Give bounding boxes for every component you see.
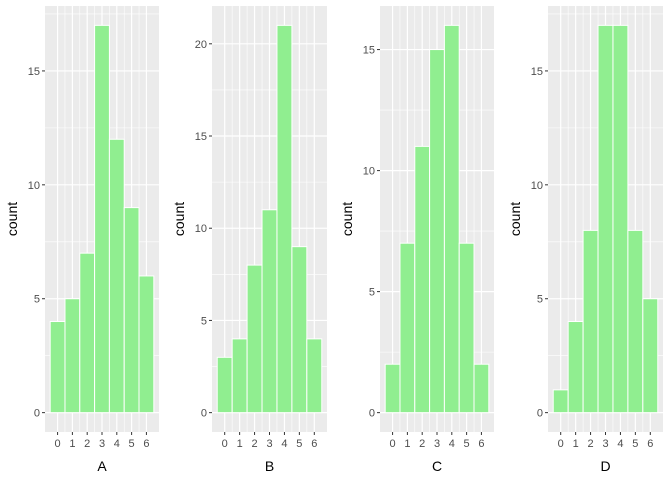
x-axis-title: D <box>600 458 610 474</box>
x-tick-label: 6 <box>647 438 653 450</box>
x-tick-label: 0 <box>390 438 396 450</box>
x-tick-label: 1 <box>237 438 243 450</box>
y-tick-label: 15 <box>28 66 40 78</box>
bar-0 <box>384 363 401 414</box>
y-tick-label: 20 <box>195 39 207 51</box>
x-tick-label: 5 <box>296 438 302 450</box>
x-tick-label: 3 <box>99 438 105 450</box>
y-tick-label: 0 <box>537 408 543 420</box>
bar-5 <box>123 207 140 414</box>
x-tick-label: 2 <box>419 438 425 450</box>
y-tick-label: 10 <box>531 180 543 192</box>
x-tick-label: 2 <box>252 438 258 450</box>
y-tick-label: 0 <box>201 408 207 420</box>
bar-5 <box>627 229 644 414</box>
bar-3 <box>261 209 278 414</box>
bar-0 <box>216 356 233 414</box>
x-axis-title: C <box>432 458 442 474</box>
bar-4 <box>443 24 460 414</box>
bar-4 <box>612 24 629 414</box>
x-tick-label: 5 <box>464 438 470 450</box>
bar-4 <box>276 24 293 414</box>
bar-0 <box>49 321 66 414</box>
x-tick-label: 1 <box>573 438 579 450</box>
bar-2 <box>414 145 431 414</box>
x-tick-label: 4 <box>114 438 120 450</box>
bar-6 <box>138 275 155 414</box>
bar-0 <box>552 389 569 414</box>
y-tick-label: 0 <box>34 408 40 420</box>
y-tick-label: 10 <box>195 223 207 235</box>
x-tick-label: 5 <box>632 438 638 450</box>
x-axis-title: B <box>265 458 274 474</box>
bar-5 <box>458 242 475 414</box>
bar-4 <box>108 138 125 414</box>
y-tick-label: 5 <box>201 315 207 327</box>
y-tick-label: 5 <box>369 287 375 299</box>
bar-6 <box>642 298 659 414</box>
y-tick-label: 5 <box>34 294 40 306</box>
y-tick-label: 5 <box>537 294 543 306</box>
bar-1 <box>567 321 584 414</box>
bar-2 <box>246 264 263 414</box>
bar-6 <box>306 338 323 414</box>
x-tick-label: 0 <box>55 438 61 450</box>
y-axis-title: count <box>339 202 355 236</box>
x-tick-label: 1 <box>404 438 410 450</box>
x-tick-label: 4 <box>281 438 287 450</box>
x-tick-label: 4 <box>449 438 455 450</box>
y-axis-title: count <box>4 202 20 236</box>
y-axis-title: count <box>507 202 523 236</box>
x-tick-label: 6 <box>143 438 149 450</box>
bar-2 <box>79 252 96 414</box>
x-tick-label: 0 <box>222 438 228 450</box>
x-tick-label: 3 <box>434 438 440 450</box>
bar-1 <box>64 298 81 414</box>
y-tick-label: 10 <box>28 180 40 192</box>
x-tick-label: 3 <box>266 438 272 450</box>
x-tick-label: 3 <box>602 438 608 450</box>
bar-5 <box>291 246 308 414</box>
y-tick-label: 15 <box>531 66 543 78</box>
y-axis-title: count <box>171 202 187 236</box>
x-tick-label: 6 <box>478 438 484 450</box>
x-tick-label: 5 <box>129 438 135 450</box>
x-tick-label: 2 <box>84 438 90 450</box>
bar-6 <box>473 363 490 414</box>
x-axis-title: A <box>97 458 107 474</box>
y-tick-label: 10 <box>363 166 375 178</box>
bar-3 <box>94 24 110 414</box>
bar-3 <box>429 49 445 414</box>
bar-1 <box>399 242 416 414</box>
x-tick-label: 6 <box>311 438 317 450</box>
x-tick-label: 4 <box>617 438 623 450</box>
x-tick-label: 0 <box>558 438 564 450</box>
x-tick-label: 1 <box>69 438 75 450</box>
y-tick-label: 15 <box>363 45 375 57</box>
x-tick-label: 2 <box>588 438 594 450</box>
y-tick-label: 0 <box>369 408 375 420</box>
y-tick-label: 15 <box>195 131 207 143</box>
bar-2 <box>582 229 599 414</box>
bar-1 <box>231 338 248 414</box>
bar-3 <box>597 24 614 414</box>
